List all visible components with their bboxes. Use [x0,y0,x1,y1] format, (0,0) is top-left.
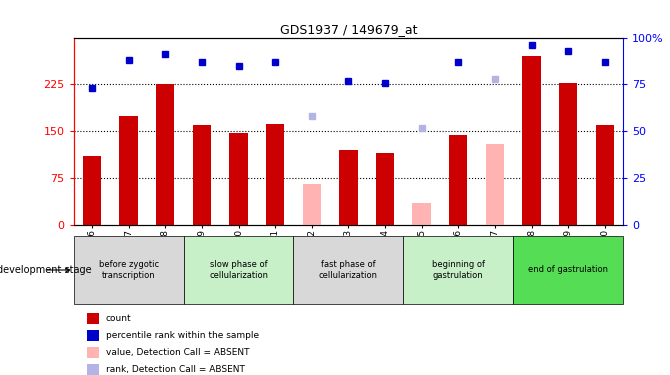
Text: beginning of
gastrulation: beginning of gastrulation [431,260,485,280]
Bar [403,236,513,304]
Bar [339,150,358,225]
Bar [184,236,293,304]
Bar [513,236,623,304]
Text: fast phase of
cellularization: fast phase of cellularization [319,260,378,280]
Text: end of gastrulation: end of gastrulation [528,266,608,274]
Bar [229,132,248,225]
Bar [266,124,284,225]
Bar [74,236,184,304]
Bar [156,84,174,225]
Text: rank, Detection Call = ABSENT: rank, Detection Call = ABSENT [106,365,245,374]
Bar [413,203,431,225]
Title: GDS1937 / 149679_at: GDS1937 / 149679_at [279,23,417,36]
Bar [486,144,504,225]
Bar [523,56,541,225]
Bar [293,236,403,304]
Text: slow phase of
cellularization: slow phase of cellularization [209,260,268,280]
Text: before zygotic
transcription: before zygotic transcription [98,260,159,280]
Bar [83,156,101,225]
Bar [376,153,394,225]
Bar [596,125,614,225]
Text: value, Detection Call = ABSENT: value, Detection Call = ABSENT [106,348,249,357]
Bar [119,116,138,225]
Text: development stage: development stage [0,265,91,275]
Bar [303,184,321,225]
Text: percentile rank within the sample: percentile rank within the sample [106,331,259,340]
Bar [193,125,211,225]
Bar [559,82,578,225]
Bar [449,135,468,225]
Text: count: count [106,314,131,323]
